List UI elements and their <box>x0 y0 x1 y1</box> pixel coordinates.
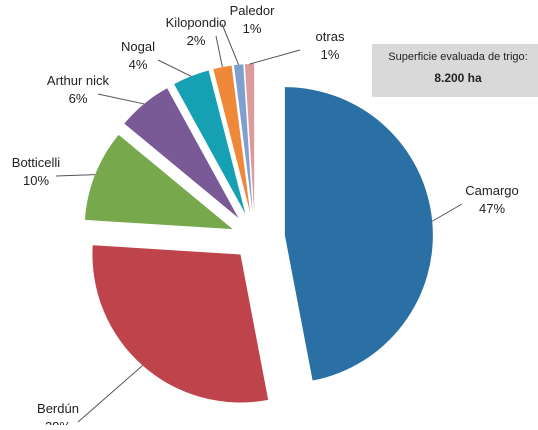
pie-slice <box>174 70 246 214</box>
leader-line <box>97 93 145 105</box>
slice-label: Camargo <box>465 183 518 198</box>
pie-slice <box>234 64 253 213</box>
annotation-text: 8.200 ha <box>434 71 482 85</box>
leader-line <box>249 49 301 65</box>
slice-label: Nogal <box>121 39 155 54</box>
leader-line <box>55 174 96 177</box>
value-label: 47% <box>479 201 505 216</box>
slice-label: otras <box>316 29 345 44</box>
leader-line <box>431 203 463 222</box>
slice-label: Paledor <box>230 3 275 18</box>
slice-label: Arthur nick <box>47 73 110 88</box>
pie-slice <box>284 87 433 381</box>
pie-slice <box>213 65 251 213</box>
pie-slice <box>84 134 233 230</box>
value-label: 29% <box>45 419 71 425</box>
leader-line <box>77 365 143 423</box>
leader-line <box>157 59 192 77</box>
pie-slice <box>92 245 269 403</box>
slice-label: Berdún <box>37 401 79 416</box>
pie-slice <box>124 88 239 218</box>
leader-line <box>221 23 240 65</box>
value-label: 4% <box>129 57 148 72</box>
value-label: 1% <box>243 21 262 36</box>
leader-line <box>215 35 223 68</box>
annotation-title: Superficie evaluada de trigo: <box>388 51 527 63</box>
value-label: 6% <box>69 91 88 106</box>
value-label: 1% <box>321 47 340 62</box>
value-label: 2% <box>187 33 206 48</box>
slice-label: Botticelli <box>12 155 61 170</box>
pie-slice <box>244 64 255 213</box>
slice-label: Kilopondio <box>166 15 227 30</box>
value-label: 10% <box>23 173 49 188</box>
annotation-box <box>372 44 538 97</box>
